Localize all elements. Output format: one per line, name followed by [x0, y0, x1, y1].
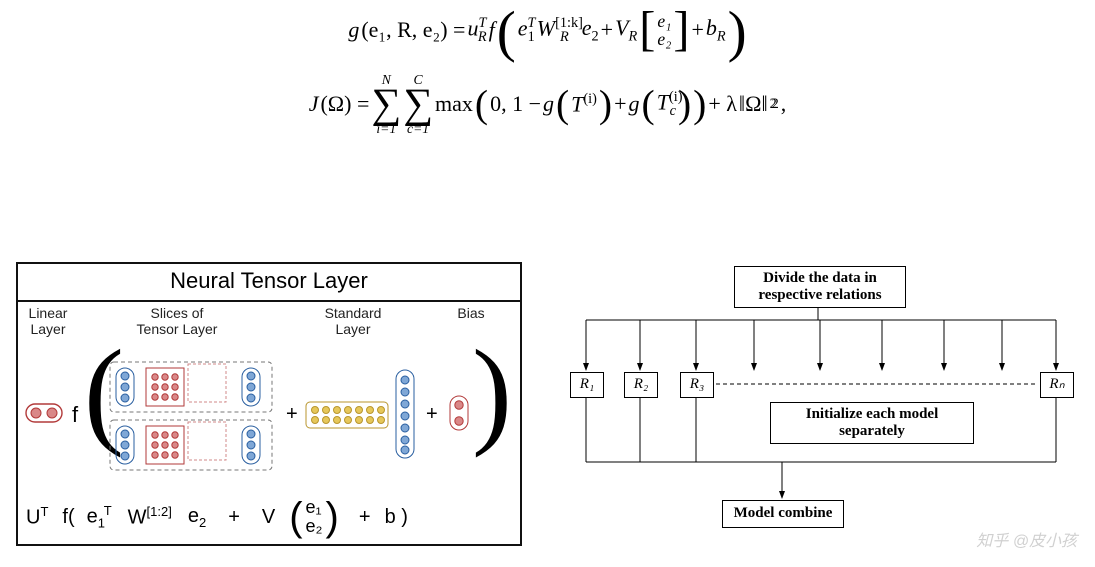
plus1-svg: + — [286, 403, 298, 425]
e-letter: e — [518, 15, 528, 40]
sigma-icon: ∑ — [371, 87, 401, 123]
ntl-panel: Neural Tensor Layer LinearLayer Slices o… — [16, 262, 522, 546]
e2-label: e2 — [188, 505, 206, 530]
standard-group — [306, 370, 414, 458]
slice-group-top — [110, 362, 272, 412]
T1-sup: (i) — [583, 91, 597, 107]
b-label: b ) — [385, 506, 408, 529]
vec-bot: e₂ — [657, 30, 671, 48]
U-label: UT — [26, 504, 48, 530]
plus2-svg: + — [426, 403, 438, 425]
plus2-label: + — [359, 506, 371, 529]
flow-box-rn: Rₙ — [1040, 372, 1074, 398]
header-linear: LinearLayer — [18, 302, 78, 337]
omega-norm: ‖Ω‖ — [739, 91, 768, 117]
ntl-title: Neural Tensor Layer — [18, 264, 520, 302]
VR: VR — [615, 15, 637, 45]
b-letter: b — [706, 15, 717, 40]
e2: e2 — [582, 15, 599, 45]
e2-sub: 2 — [592, 29, 599, 45]
g2: g — [629, 91, 640, 117]
f-open: f( — [62, 506, 74, 529]
flow-box-divide: Divide the data inrespective relations — [734, 266, 906, 308]
b-sub: R — [717, 29, 726, 45]
plus1-label: + — [228, 506, 240, 529]
sigma-icon-2: ∑ — [403, 87, 433, 123]
comma: , — [781, 91, 787, 117]
g-symbol: g — [348, 17, 359, 43]
W-label: W[1:2] — [128, 504, 172, 530]
plus-2: + — [691, 17, 703, 43]
e2-letter: e — [582, 15, 592, 40]
norm-sub: 2 — [772, 96, 779, 113]
uR: uTR — [467, 15, 486, 46]
equation-1: g (e₁, R, e₂) = uTR f ( eT1 W[1:k]R e2 +… — [348, 12, 746, 49]
header-bias: Bias — [430, 302, 512, 321]
u-letter: u — [467, 15, 478, 40]
bigparen-r-svg: ) — [472, 342, 512, 458]
V-label: V — [262, 506, 275, 529]
header-slices: Slices ofTensor Layer — [78, 302, 276, 337]
bigparen-l-svg: ( — [84, 342, 124, 458]
sum-1: N ∑ i=1 — [371, 73, 401, 136]
flow-box-combine: Model combine — [722, 500, 844, 528]
bias-pill — [450, 396, 468, 430]
g1: g — [543, 91, 554, 117]
sum2-bot: c=1 — [407, 122, 429, 136]
plus-lambda: + λ — [708, 91, 737, 117]
e1-label: e1T — [87, 503, 112, 531]
W-sub: R — [560, 29, 569, 45]
T2: T(i)c — [657, 89, 676, 120]
e1-sub: 1 — [528, 29, 535, 45]
flow-box-r1: R₁ — [570, 372, 604, 398]
e1T: eT1 — [518, 15, 535, 46]
slice-group-bottom — [110, 420, 272, 470]
bR: bR — [706, 15, 726, 45]
expr-vec-bot: e₂ — [306, 517, 323, 536]
expr-vec-top: e₁ — [306, 498, 323, 517]
header-standard: StandardLayer — [276, 302, 430, 337]
T1: T(i) — [571, 91, 597, 117]
ntl-diagram: f ( — [18, 342, 520, 492]
f-letter: f — [489, 17, 495, 43]
J-letter: J — [309, 91, 319, 117]
flow-box-r3: R₃ — [680, 372, 714, 398]
plus-1: + — [601, 17, 613, 43]
V-letter: V — [615, 15, 628, 40]
flow-box-r2: R₂ — [624, 372, 658, 398]
W: W[1:k]R — [537, 15, 569, 46]
max-text: max — [435, 91, 473, 117]
V-sub: R — [629, 29, 638, 45]
T2-sub: c — [670, 103, 676, 119]
u-sub: R — [478, 29, 487, 45]
ntl-svg: f ( — [18, 342, 520, 500]
equation-2: J (Ω) = N ∑ i=1 C ∑ c=1 max ( 0, 1 − g (… — [309, 73, 787, 136]
J-arg: (Ω) = — [320, 91, 369, 117]
panels-row: Neural Tensor Layer LinearLayer Slices o… — [16, 262, 1079, 548]
zero-one: 0, 1 − — [490, 91, 541, 117]
expr-colvec: e₁ e₂ — [306, 498, 323, 536]
f-letter-svg: f — [72, 402, 79, 427]
T2-letter: T — [657, 89, 669, 114]
plus-g2: + — [614, 91, 626, 117]
g-args: (e₁, R, e₂) = — [361, 17, 465, 43]
sum-2: C ∑ c=1 — [403, 73, 433, 136]
sum1-bot: i=1 — [376, 122, 396, 136]
ntl-headers: LinearLayer Slices ofTensor Layer Standa… — [18, 302, 520, 342]
linear-pill — [26, 404, 62, 422]
flow-box-init: Initialize each modelseparately — [770, 402, 974, 444]
col-vector: e₁ e₂ — [657, 12, 671, 49]
vec-top: e₁ — [657, 12, 671, 30]
T1-letter: T — [571, 92, 583, 117]
flowchart-panel: Divide the data inrespective relations R… — [558, 262, 1078, 548]
equations-area: g (e₁, R, e₂) = uTR f ( eT1 W[1:k]R e2 +… — [0, 0, 1095, 136]
W-letter: W — [537, 15, 555, 40]
